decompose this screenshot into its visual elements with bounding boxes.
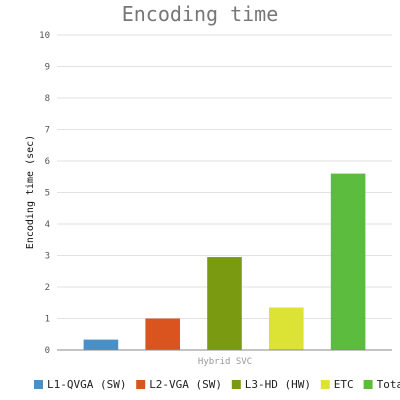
bar-l1-qvga-sw xyxy=(83,339,119,350)
bars xyxy=(83,173,366,350)
legend-swatch xyxy=(320,380,330,389)
legend-swatch xyxy=(363,380,373,389)
legend-swatch xyxy=(231,380,241,389)
bar-l2-vga-sw xyxy=(145,318,181,350)
chart-title: Encoding time xyxy=(122,2,279,26)
y-tick-label: 6 xyxy=(45,157,50,167)
legend-label: L2-VGA (SW) xyxy=(149,378,222,391)
legend: L1-QVGA (SW) L2-VGA (SW) L3-HD (HW) ETC Tota… xyxy=(34,378,400,391)
legend-label: ETC xyxy=(334,378,354,391)
y-tick-label: 8 xyxy=(45,94,50,104)
x-axis-label: Hybrid SVC xyxy=(198,357,252,367)
legend-swatch xyxy=(34,380,43,389)
bar-total xyxy=(330,173,366,350)
legend-swatch xyxy=(136,380,146,389)
y-tick-label: 4 xyxy=(45,220,50,230)
gridlines xyxy=(57,34,392,319)
bar-etc xyxy=(268,307,304,350)
y-tick-label: 10 xyxy=(39,31,50,41)
y-axis-label: Encoding time (sec) xyxy=(25,135,36,249)
y-tick-label: 2 xyxy=(45,283,50,293)
y-tick-label: 1 xyxy=(45,315,50,325)
bar-l3-hd-hw xyxy=(207,257,242,350)
y-tick-label: 9 xyxy=(45,63,50,73)
y-tick-label: 5 xyxy=(45,189,50,199)
y-axis-ticks: 0 1 2 3 4 5 6 7 8 9 10 xyxy=(39,31,50,356)
legend-label: L3-HD (HW) xyxy=(245,378,311,391)
y-tick-label: 0 xyxy=(45,346,50,356)
legend-label: L1-QVGA (SW) xyxy=(47,378,126,391)
y-tick-label: 3 xyxy=(45,252,50,262)
legend-label: Total xyxy=(377,378,400,391)
y-tick-label: 7 xyxy=(45,126,50,136)
